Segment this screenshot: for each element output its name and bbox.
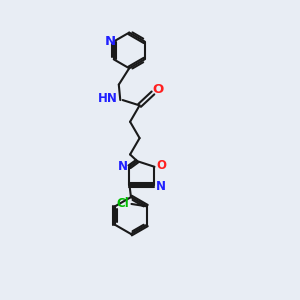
Text: N: N (104, 35, 116, 48)
Text: Cl: Cl (117, 197, 130, 210)
Text: HN: HN (98, 92, 118, 105)
Text: O: O (156, 159, 166, 172)
Text: N: N (118, 160, 128, 173)
Text: N: N (156, 180, 166, 193)
Text: O: O (153, 83, 164, 96)
